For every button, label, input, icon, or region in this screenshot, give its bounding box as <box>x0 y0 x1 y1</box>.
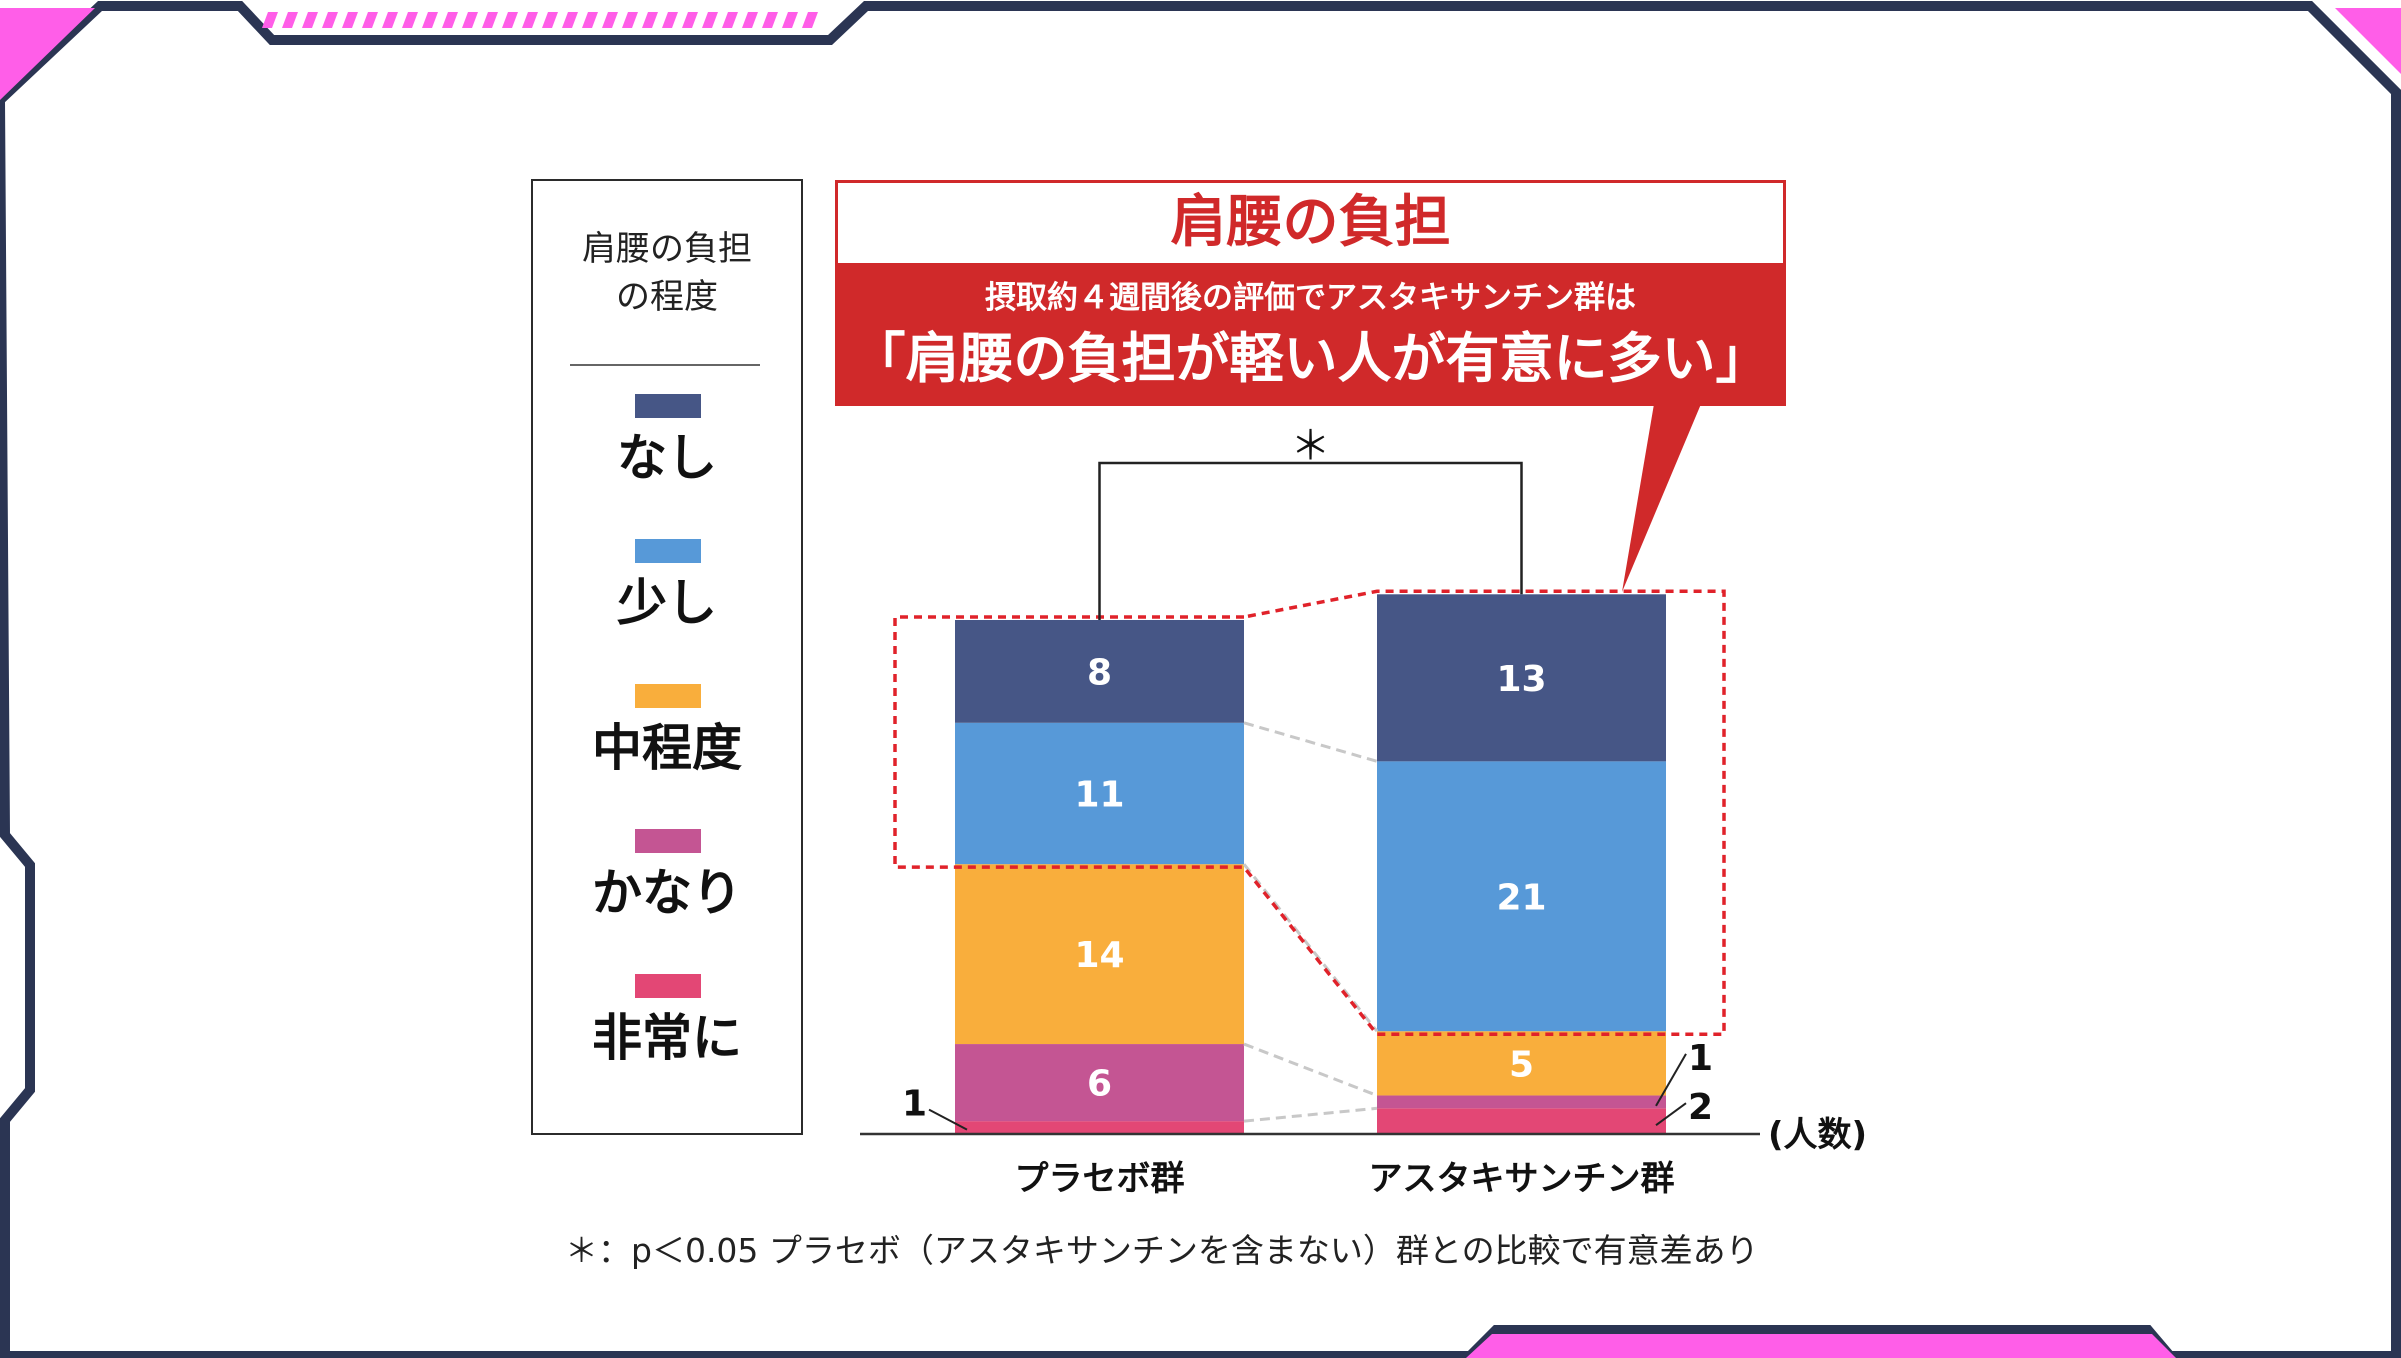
frame-accent-bottom <box>1466 1334 2176 1358</box>
leader-line <box>1655 1053 1687 1107</box>
legend-title: 肩腰の負担 の程度 <box>533 225 801 321</box>
callout-pointer <box>1622 404 1701 592</box>
stripe <box>682 12 698 28</box>
legend-label-severe: 非常に <box>592 1009 742 1067</box>
leader-line <box>1655 1102 1687 1126</box>
legend-label-moderate: 中程度 <box>592 719 742 777</box>
data-label: 14 <box>1074 935 1124 976</box>
callout-main-text: 「肩腰の負担が軽い人が有意に多い」 <box>851 327 1770 390</box>
footnote: ＊：p＜0.05 プラセボ（アスタキサンチンを含まない）群との比較で有意差あり <box>565 1231 1759 1270</box>
callout-body: 摂取約４週間後の評価でアスタキサンチン群は 「肩腰の負担が軽い人が有意に多い」 <box>835 264 1786 406</box>
stripe <box>602 12 618 28</box>
category-label: プラセボ群 <box>1015 1159 1185 1199</box>
stripe <box>482 12 498 28</box>
data-label: 2 <box>1688 1087 1713 1128</box>
frame-accent-stripes <box>262 12 818 28</box>
legend-swatch-moderate <box>635 684 701 708</box>
stripe <box>582 12 598 28</box>
stripe <box>622 12 638 28</box>
stripe <box>442 12 458 28</box>
bar-segment <box>1377 1031 1666 1096</box>
stripe <box>782 12 798 28</box>
legend-title-line1: 肩腰の負担 <box>582 229 752 269</box>
leader-line <box>928 1108 968 1131</box>
bar-segment <box>955 722 1244 865</box>
legend-swatch-severe <box>635 974 701 998</box>
bar-segment <box>1377 761 1666 1032</box>
legend-swatch-slight <box>635 539 701 563</box>
data-label: 13 <box>1496 659 1546 700</box>
legend-item-severe: 非常に <box>533 974 801 1084</box>
stripe <box>742 12 758 28</box>
stripe <box>462 12 478 28</box>
data-label: 1 <box>902 1084 927 1125</box>
legend-item-none: なし <box>533 394 801 504</box>
bar-segment <box>955 1044 1244 1122</box>
bar-segment <box>955 864 1244 1045</box>
data-label: 1 <box>1688 1038 1713 1079</box>
legend-label-slight: 少し <box>617 574 717 632</box>
legend-swatch-considerable <box>635 829 701 853</box>
bars-layer <box>955 594 1666 1134</box>
stripe <box>562 12 578 28</box>
legend-swatch-none <box>635 394 701 418</box>
significance-bracket <box>1098 461 1523 620</box>
bar-segment <box>955 1121 1244 1134</box>
stripe <box>282 12 298 28</box>
data-label: 11 <box>1074 774 1124 815</box>
legend-label-none: なし <box>617 429 717 487</box>
callout-subtitle: 摂取約４週間後の評価でアスタキサンチン群は <box>985 280 1636 316</box>
bar-segment <box>1377 1095 1666 1109</box>
data-label: 6 <box>1087 1064 1112 1105</box>
connector-line <box>1243 721 1378 763</box>
connector-line <box>1243 1106 1378 1123</box>
stripe <box>702 12 718 28</box>
stripe <box>262 12 278 28</box>
annotations-layer: (人数) ＊ <box>860 423 1867 1155</box>
stripe <box>422 12 438 28</box>
stripe <box>322 12 338 28</box>
legend: 肩腰の負担 の程度 なし 少し 中程度 かなり 非常に <box>531 179 803 1135</box>
legend-item-moderate: 中程度 <box>533 684 801 794</box>
stripe <box>302 12 318 28</box>
stripe <box>362 12 378 28</box>
stripe <box>502 12 518 28</box>
legend-label-considerable: かなり <box>592 864 742 922</box>
stripe <box>382 12 398 28</box>
stripe <box>342 12 358 28</box>
legend-divider <box>570 364 760 366</box>
frame-accent-top-left <box>0 8 95 100</box>
stripe <box>722 12 738 28</box>
stripe <box>402 12 418 28</box>
legend-title-line2: の程度 <box>616 277 718 317</box>
legend-item-considerable: かなり <box>533 829 801 939</box>
bar-segment <box>1377 1108 1666 1134</box>
stripe <box>762 12 778 28</box>
connector-line <box>1242 863 1379 1033</box>
stripe <box>642 12 658 28</box>
axis-unit-label: (人数) <box>1768 1115 1867 1155</box>
bar-segment <box>1377 594 1666 762</box>
data-label: 21 <box>1496 877 1546 918</box>
category-label: アスタキサンチン群 <box>1369 1159 1675 1199</box>
frame-accent-top-right <box>2335 8 2401 74</box>
stripe <box>542 12 558 28</box>
significance-mark: ＊ <box>1291 423 1331 469</box>
data-label: 5 <box>1509 1044 1534 1085</box>
data-label: 8 <box>1087 652 1112 693</box>
stripe <box>522 12 538 28</box>
bar-segment <box>955 620 1244 723</box>
connector-line <box>1243 1042 1378 1097</box>
stripe <box>802 12 818 28</box>
legend-item-slight: 少し <box>533 539 801 649</box>
stripe <box>662 12 678 28</box>
